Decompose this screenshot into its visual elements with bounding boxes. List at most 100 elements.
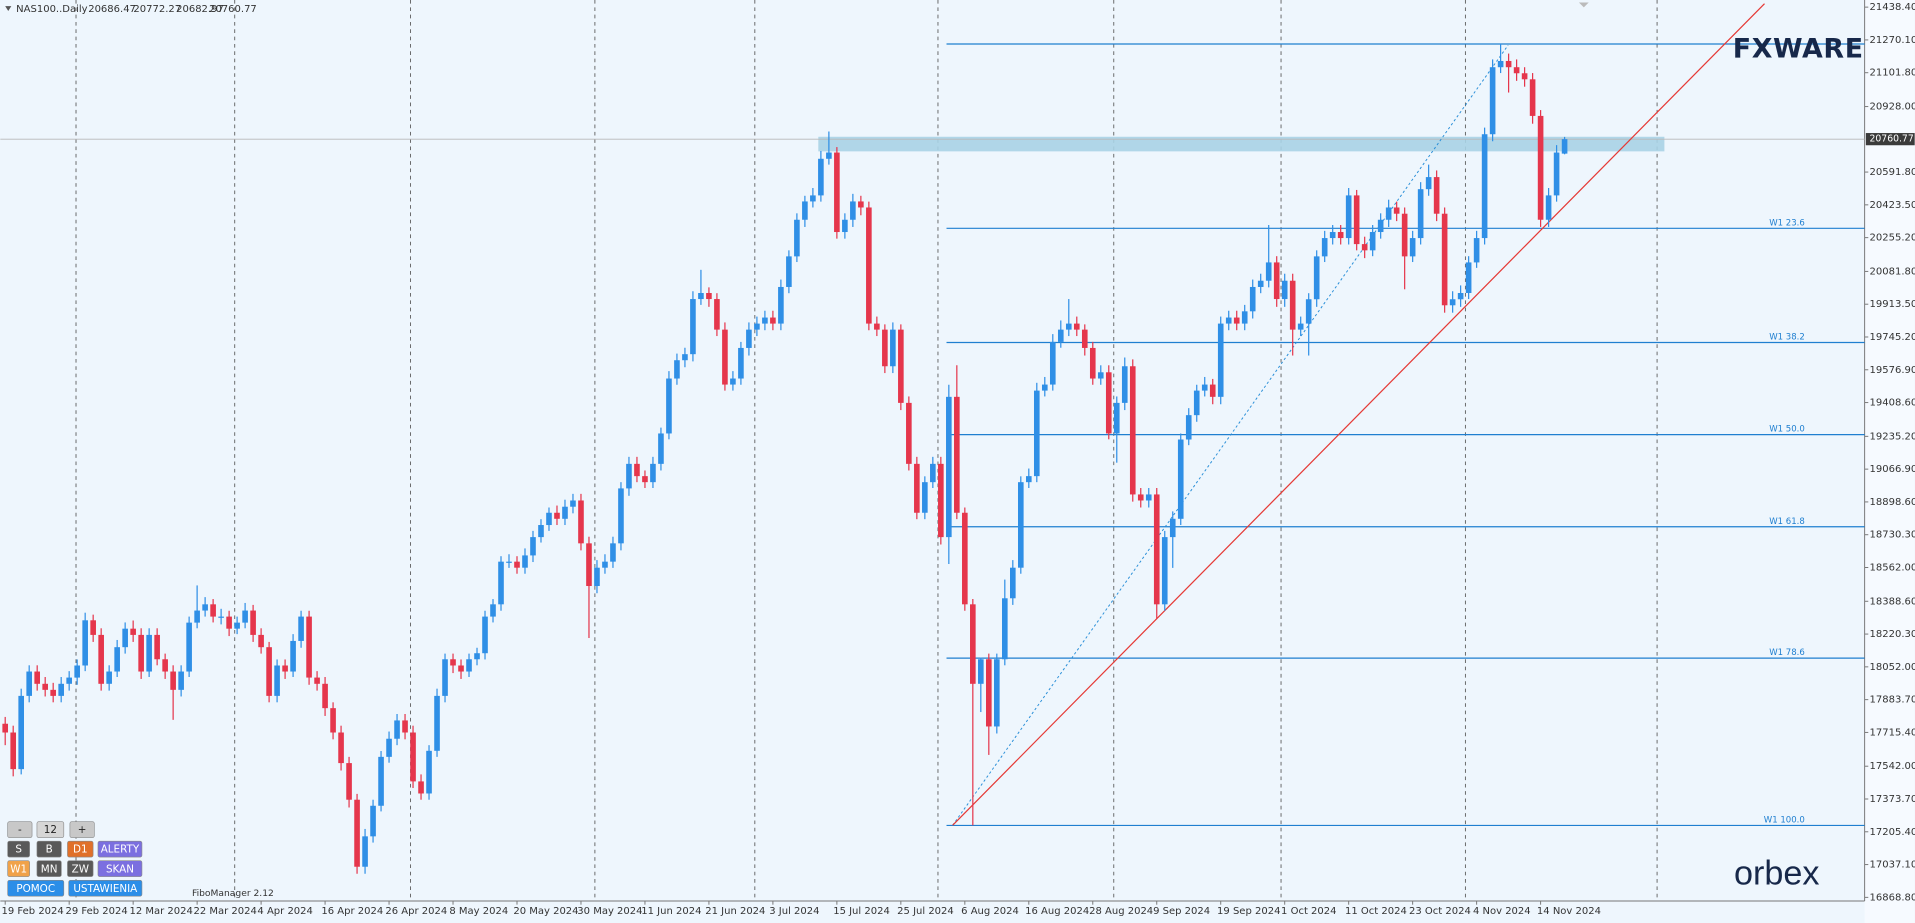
candle-body <box>746 329 752 348</box>
candle-body <box>74 665 80 678</box>
button-label[interactable]: B <box>46 844 53 856</box>
candle-body <box>434 695 440 751</box>
candle-body <box>834 152 840 233</box>
button-label[interactable]: USTAWIENIA <box>73 883 137 895</box>
candle-body <box>1369 232 1376 251</box>
button[interactable] <box>7 860 30 877</box>
orbex-logo: orbex <box>1734 854 1819 892</box>
button[interactable] <box>68 879 143 897</box>
candle-body <box>474 653 480 660</box>
y-tick-label: 19913.50 <box>1870 299 1915 310</box>
button-label[interactable]: ZW <box>72 863 89 875</box>
button-label[interactable]: ALERTY <box>101 844 140 856</box>
y-tick-label: 17542.00 <box>1870 761 1915 772</box>
y-tick-label: 21438.40 <box>1870 2 1915 13</box>
candle-body <box>1297 323 1304 330</box>
button-label[interactable]: S <box>15 844 22 856</box>
button[interactable] <box>7 821 33 838</box>
button[interactable] <box>36 821 65 838</box>
button-label[interactable]: + <box>78 824 87 836</box>
candle-body <box>210 604 216 617</box>
candle-body <box>794 219 800 257</box>
button-label[interactable]: POMOC <box>16 883 55 895</box>
button[interactable] <box>97 840 143 858</box>
fibo-label: W1 61.8 <box>1769 517 1805 527</box>
candle-body <box>1401 213 1408 257</box>
button-label[interactable]: MN <box>41 863 58 875</box>
button-label[interactable]: 12 <box>44 824 57 836</box>
candle-body <box>602 561 608 568</box>
candle-body <box>1081 329 1088 348</box>
candle-body <box>562 506 568 519</box>
candle-body <box>730 378 736 385</box>
x-tick-label: 14 Nov 2024 <box>1537 906 1601 917</box>
candle-body <box>242 610 248 623</box>
candle-body <box>1049 341 1056 385</box>
candle-body <box>610 543 616 562</box>
fibo-label: W1 78.6 <box>1769 648 1805 658</box>
x-tick-label: 8 May 2024 <box>449 906 508 917</box>
button-label[interactable]: W1 <box>10 863 27 875</box>
button[interactable] <box>69 821 95 838</box>
y-tick-label: 17883.70 <box>1870 695 1915 706</box>
candle-body <box>1449 299 1456 306</box>
candle-body <box>922 482 928 513</box>
candle-body <box>882 329 888 367</box>
button[interactable] <box>36 860 62 877</box>
y-tick-label: 18220.30 <box>1870 629 1915 640</box>
x-tick-label: 15 Jul 2024 <box>833 906 890 917</box>
x-tick-label: 23 Oct 2024 <box>1409 906 1471 917</box>
fibo-layer: W1 23.6 W1 38.2 W1 50.0 W1 61.8 W1 78.6 W1 10… <box>946 43 1865 827</box>
candle-body <box>386 738 392 757</box>
candle-body <box>914 463 920 513</box>
candle-body <box>186 622 192 672</box>
candle-body <box>1497 60 1504 68</box>
candle-body <box>106 671 112 684</box>
candle-body <box>250 610 256 635</box>
button[interactable] <box>36 840 62 858</box>
zone-layer <box>0 136 1865 152</box>
candle-body <box>1313 256 1320 300</box>
candle-body <box>634 463 640 477</box>
candle-body <box>98 634 104 684</box>
candle-body <box>1177 439 1184 519</box>
x-tick-label: 6 Aug 2024 <box>961 906 1019 917</box>
candle-body <box>322 683 328 709</box>
button[interactable] <box>7 840 30 858</box>
period-separators <box>75 0 1658 902</box>
button-label[interactable]: - <box>18 824 22 836</box>
candle-body <box>42 683 48 690</box>
button-label[interactable]: D1 <box>73 844 88 856</box>
candle-body <box>458 665 464 672</box>
candle-body <box>1553 152 1560 196</box>
button[interactable] <box>97 860 143 877</box>
button[interactable] <box>7 879 65 897</box>
candle-body <box>490 604 496 617</box>
button-label[interactable]: SKAN <box>106 863 134 875</box>
y-tick-label: 19745.20 <box>1870 332 1915 343</box>
button[interactable] <box>67 840 94 858</box>
header-high: 20772.27 <box>133 4 181 15</box>
candle-body <box>1065 323 1072 330</box>
candle-body <box>994 659 1000 727</box>
candle-body <box>682 354 688 361</box>
candle-body <box>1025 476 1032 483</box>
candle-body <box>906 402 912 464</box>
x-tick-label: 28 Aug 2024 <box>1089 906 1153 917</box>
candle-body <box>1489 67 1496 135</box>
button[interactable] <box>67 860 94 877</box>
candle-body <box>266 647 272 696</box>
control-panel: - 12 + S B D1 ALERTY W1 MN ZW SKAN POMOC USTAWIENIA <box>7 821 143 897</box>
candle-body <box>506 561 512 563</box>
symbol-dropdown[interactable] <box>5 6 12 11</box>
candle-body <box>946 396 952 538</box>
candle-body <box>1329 232 1336 239</box>
y-tick-label: 19576.90 <box>1870 365 1915 376</box>
y-tick-label: 18898.60 <box>1870 497 1915 508</box>
candle-body <box>874 323 880 330</box>
candle-body <box>226 616 232 629</box>
candle-body <box>66 677 72 684</box>
indicator-label: FiboManager 2.12 <box>192 889 274 899</box>
